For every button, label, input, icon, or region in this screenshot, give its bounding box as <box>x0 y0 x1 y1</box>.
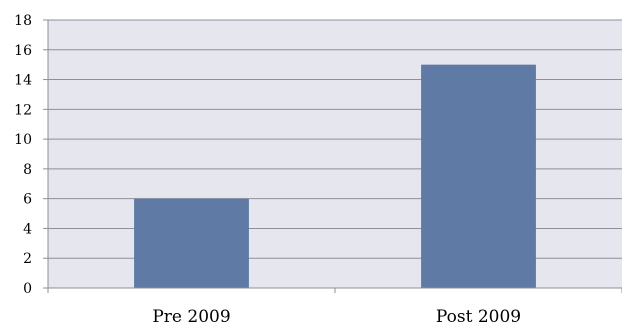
y-tick-label: 18 <box>14 13 32 29</box>
bars <box>134 64 536 289</box>
y-tick-label: 10 <box>14 132 32 148</box>
axes <box>47 20 622 293</box>
y-tick-label: 4 <box>23 221 32 237</box>
x-tick-label: Post 2009 <box>436 307 521 327</box>
x-tick-labels: Pre 2009 Post 2009 <box>152 307 521 327</box>
y-tick-label: 12 <box>14 102 32 118</box>
y-tick-label: 2 <box>23 251 32 267</box>
y-tick-label: 14 <box>14 73 32 89</box>
bar-post-2009 <box>421 64 536 289</box>
y-tick-label: 16 <box>14 43 32 59</box>
y-tick-label: 6 <box>23 192 32 208</box>
y-tick-labels: 0 2 4 6 8 10 12 14 16 18 <box>14 13 48 297</box>
x-tick-label: Pre 2009 <box>152 307 230 327</box>
y-tick-label: 0 <box>23 281 32 297</box>
y-tick-label: 8 <box>23 162 32 178</box>
bar-pre-2009 <box>134 198 249 288</box>
